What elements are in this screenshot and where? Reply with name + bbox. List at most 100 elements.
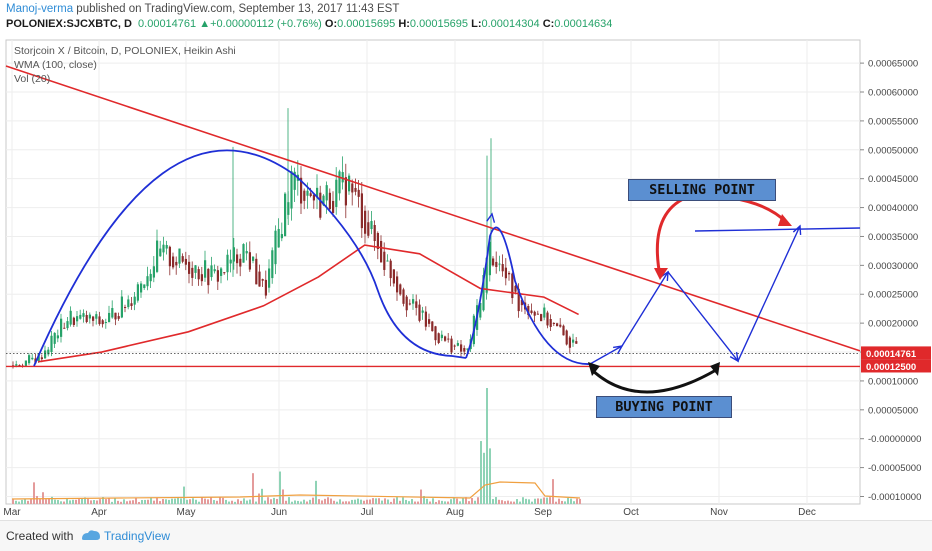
candle-body <box>447 338 450 340</box>
candle-body <box>104 322 107 324</box>
volume-bar <box>330 498 332 504</box>
candle-body <box>24 360 27 366</box>
volume-bar <box>531 501 533 504</box>
volume-bar <box>339 499 341 504</box>
candle-body <box>303 190 306 201</box>
candle-body <box>152 266 155 278</box>
volume-bar <box>99 499 101 504</box>
volume-bar <box>273 497 275 504</box>
volume-bar <box>528 499 530 504</box>
volume-bar <box>195 499 197 504</box>
candle-body <box>223 272 226 274</box>
volume-bar <box>225 499 227 504</box>
created-with-text: Created with <box>6 529 74 543</box>
volume-bar <box>96 500 98 504</box>
candle-body <box>252 256 255 261</box>
volume-bar <box>204 498 206 504</box>
candle-body <box>117 316 120 319</box>
volume-bar <box>192 498 194 504</box>
candle-body <box>172 256 175 268</box>
candle-body <box>111 308 114 318</box>
y-tick-label: 0.00020000 <box>868 319 918 330</box>
ohlc-line: POLONIEX:SJCXBTC, D 0.00014761 ▲+0.00000… <box>6 18 612 30</box>
volume-bar <box>210 497 212 504</box>
volume-bar <box>246 500 248 504</box>
chart-canvas[interactable]: 0.00065000 0.00060000 0.00055000 0.00050000… <box>0 36 932 520</box>
tradingview-brand[interactable]: TradingView <box>104 529 171 543</box>
candle-body <box>383 251 386 270</box>
cup-curve <box>465 226 591 365</box>
volume-bar <box>360 499 362 504</box>
volume-bar <box>183 486 185 504</box>
red-curved-arrow <box>731 196 788 224</box>
candle-body <box>434 326 437 341</box>
candle-body <box>335 179 338 207</box>
candle-body <box>92 316 95 321</box>
candle-body <box>520 299 523 306</box>
volume-bar <box>288 497 290 504</box>
candle-body <box>517 288 520 312</box>
volume-bar <box>78 498 80 504</box>
candle-body <box>424 311 427 327</box>
volume-bar <box>264 500 266 504</box>
legend-wma[interactable]: WMA (100, close) <box>14 59 97 71</box>
candle-body <box>376 233 379 249</box>
volume-bar <box>123 499 125 504</box>
candle-body <box>380 240 383 263</box>
volume-bar <box>561 500 563 504</box>
candle-body <box>421 310 424 313</box>
candle-body <box>354 187 357 192</box>
candle-body <box>530 310 533 313</box>
volume-bar <box>18 501 20 504</box>
candle-body <box>149 273 152 282</box>
volume-bar <box>48 498 50 504</box>
volume-bar <box>30 499 32 504</box>
candle-body <box>504 267 507 279</box>
volume-bar <box>546 497 548 504</box>
volume-bar <box>510 501 512 504</box>
candle-body <box>236 254 239 264</box>
volume-bar <box>480 441 482 504</box>
candle-body <box>220 268 223 276</box>
candle-body <box>488 241 491 276</box>
candle-body <box>191 267 194 278</box>
candle-body <box>402 289 405 304</box>
candle-body <box>181 256 184 262</box>
volume-bar <box>444 501 446 504</box>
volume-bar <box>87 498 89 504</box>
x-tick-label: Apr <box>91 507 107 518</box>
volume-bar <box>369 499 371 504</box>
candle-body <box>130 303 133 306</box>
candle-body <box>440 334 443 339</box>
high-value: 0.00015695 <box>409 18 469 30</box>
tradingview-logo-icon <box>82 530 100 540</box>
candle-body <box>15 364 18 366</box>
y-tick-label: 0.00035000 <box>868 232 918 243</box>
volume-bar <box>168 499 170 504</box>
volume-bar <box>381 500 383 504</box>
volume-bar <box>201 497 203 504</box>
candle-body <box>204 260 207 278</box>
candle-body <box>72 317 75 325</box>
legend-vol[interactable]: Vol (20) <box>14 73 51 85</box>
candle-body <box>284 193 287 237</box>
chart-header: Manoj-verma published on TradingView.com… <box>0 0 932 36</box>
volume-bar <box>453 497 455 504</box>
volume-bar <box>315 480 317 504</box>
volume-bar <box>219 497 221 504</box>
candle-body <box>456 343 459 346</box>
volume-bar <box>555 501 557 504</box>
candle-body <box>232 247 235 262</box>
volume-bar <box>54 499 56 504</box>
volume-bar <box>39 499 41 504</box>
candle-body <box>466 348 469 350</box>
descending-trendline <box>5 65 861 352</box>
candle-body <box>568 337 571 348</box>
y-tick-label: 0.00045000 <box>868 174 918 185</box>
volume-bar <box>345 501 347 504</box>
candle-body <box>450 338 453 353</box>
author-link[interactable]: Manoj-verma <box>6 3 74 15</box>
candle-body <box>540 314 543 322</box>
candle-body <box>453 345 456 347</box>
volume-bar <box>357 498 359 504</box>
